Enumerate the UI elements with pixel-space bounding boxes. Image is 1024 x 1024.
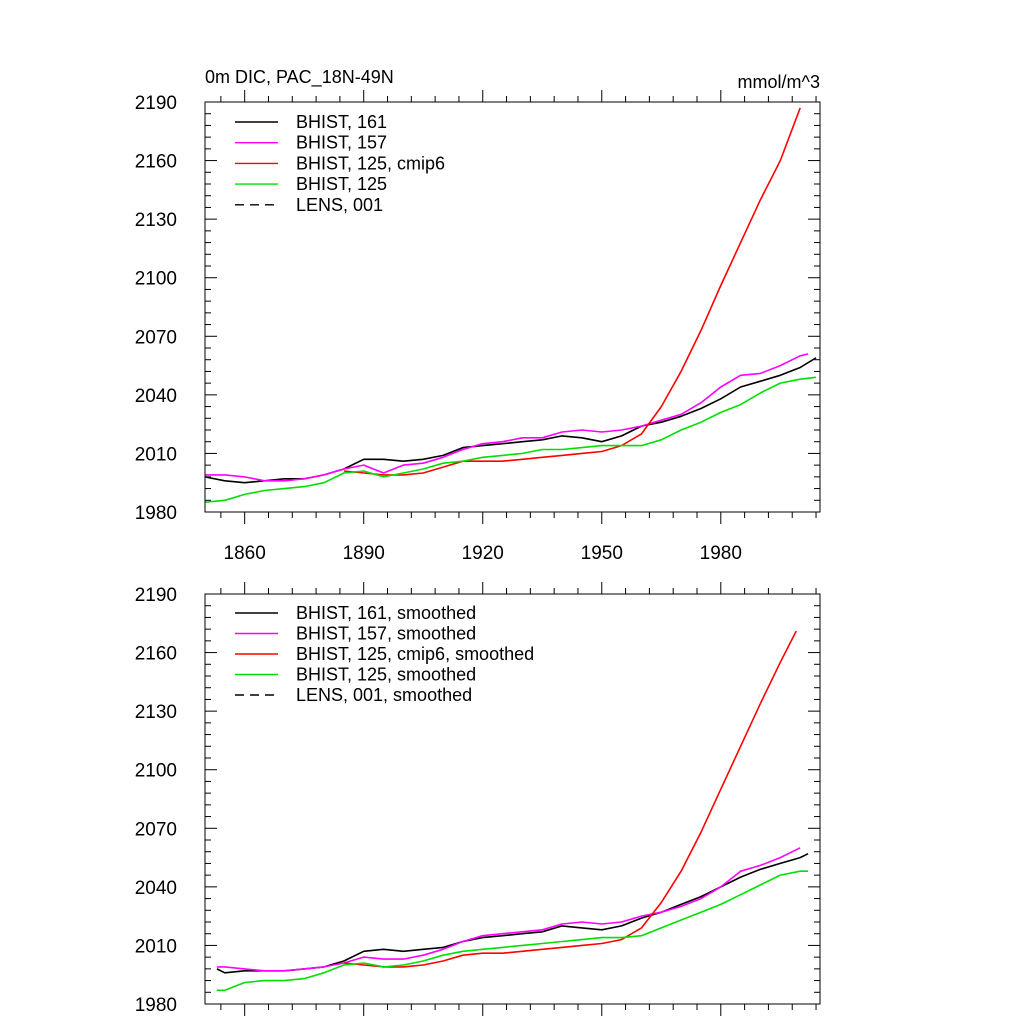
series-line-1 [216,847,801,972]
y-tick-label: 2160 [135,152,177,173]
x-tick-label: 1950 [581,543,623,564]
x-tick-label: 1860 [224,543,266,564]
y-tick-label: 2100 [135,269,177,290]
legend-label-0: BHIST, 161 [296,112,387,132]
legend-label-1: BHIST, 157 [296,133,387,153]
y-tick-label: 2100 [135,761,177,782]
series-line-0 [216,852,809,974]
plot-frame [204,593,821,1005]
series-line-2 [343,630,797,968]
legend-label-3: BHIST, 125, smoothed [296,665,476,685]
y-tick-label: 2190 [135,93,177,114]
y-tick-label: 2040 [135,878,177,899]
legend-label-1: BHIST, 157, smoothed [296,624,476,644]
y-tick-label: 2160 [135,644,177,665]
series-line-1 [205,353,809,482]
legend-label-4: LENS, 001 [296,195,383,215]
y-tick-label: 1980 [135,995,177,1016]
legend-label-4: LENS, 001, smoothed [296,685,472,705]
y-tick-label: 2130 [135,210,177,231]
series-line-3 [216,870,809,992]
series-line-0 [204,357,817,484]
y-tick-label: 1980 [135,503,177,524]
y-tick-label: 2040 [135,386,177,407]
legend-label-2: BHIST, 125, cmip6, smoothed [296,644,534,664]
y-tick-label: 2010 [135,444,177,465]
y-tick-label: 2070 [135,819,177,840]
series-line-3 [204,376,817,503]
y-tick-label: 2130 [135,702,177,723]
y-tick-label: 2190 [135,585,177,606]
chart-title: 0m DIC, PAC_18N-49N [205,67,394,88]
x-tick-label: 1920 [462,543,504,564]
x-tick-label: 1890 [343,543,385,564]
y-tick-label: 2010 [135,936,177,957]
legend-label-3: BHIST, 125 [296,174,387,194]
legend-label-0: BHIST, 161, smoothed [296,603,476,623]
legend-label-2: BHIST, 125, cmip6 [296,153,445,173]
series-line-2 [343,107,801,476]
x-tick-label: 1980 [700,543,742,564]
top-panel: 1980 2010 2040 2070 2100 2130 2160 2190 1860 1890… [135,67,821,564]
units-label: mmol/m^3 [738,72,820,92]
bottom-panel: 1980 2010 2040 2070 2100 2130 2160 2190 BHIST, 1… [135,582,821,1016]
y-tick-label: 2070 [135,327,177,348]
plot-frame [204,101,821,513]
